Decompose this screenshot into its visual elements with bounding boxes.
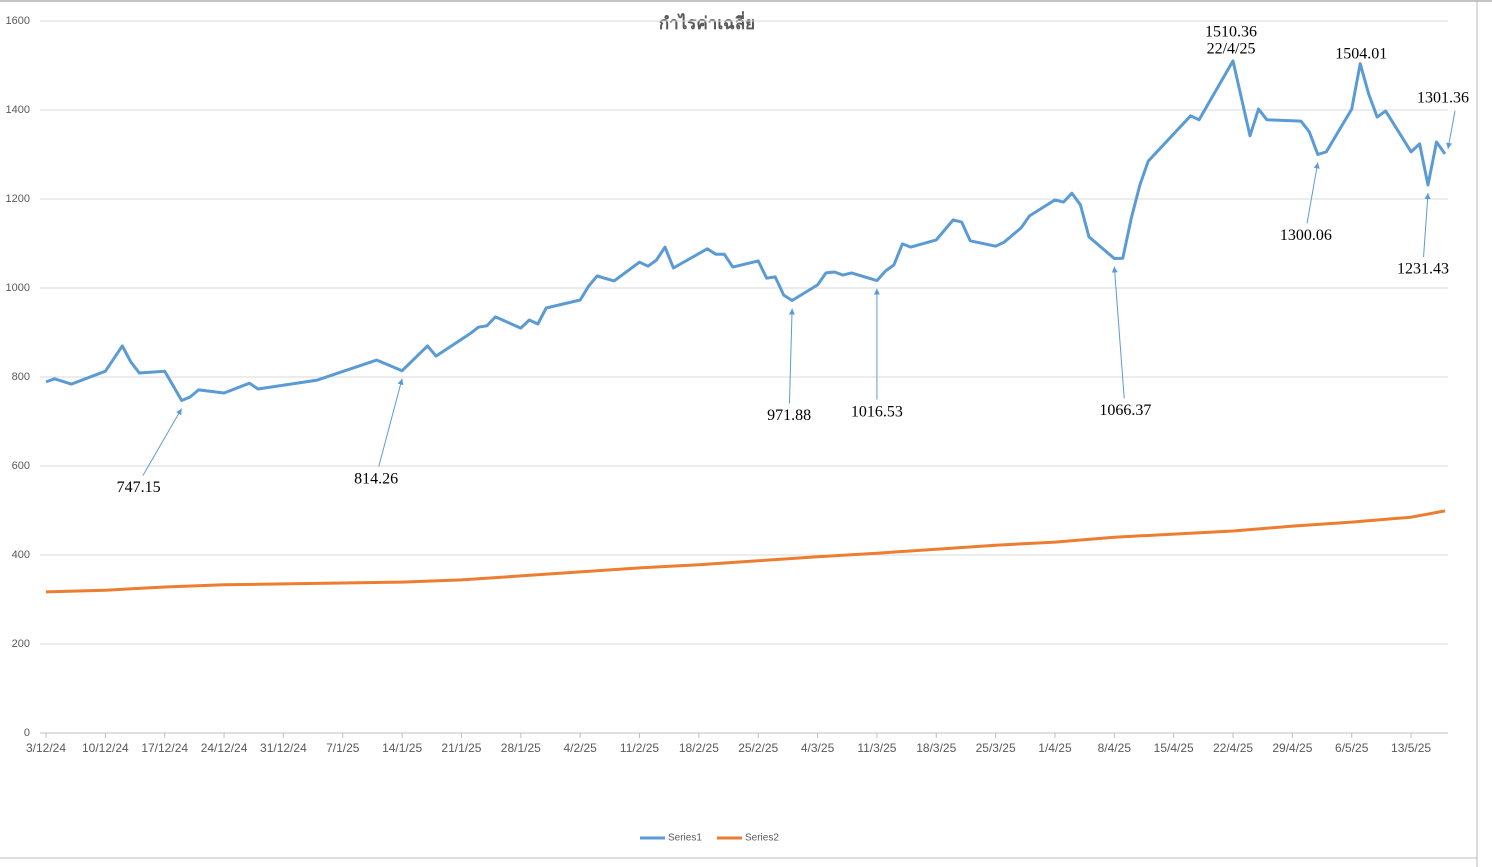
annotation-label: 1504.01	[1335, 45, 1387, 62]
annotation-label: 814.26	[354, 470, 398, 487]
annotation-label: 1301.36	[1417, 90, 1469, 107]
x-tick-label: 31/12/24	[260, 741, 307, 755]
x-tick-label: 24/12/24	[201, 741, 248, 755]
series-line	[45, 59, 1447, 402]
x-tick-label: 10/12/24	[82, 741, 129, 755]
x-tick-label: 7/1/25	[326, 741, 360, 755]
y-tick-label: 1600	[6, 15, 30, 27]
x-tick-label: 11/3/25	[857, 741, 896, 755]
x-tick-label: 25/3/25	[976, 741, 1016, 755]
x-tick-label: 18/2/25	[679, 741, 719, 755]
legend: Series1 Series2	[640, 833, 779, 844]
x-tick-label: 1/4/25	[1038, 741, 1072, 755]
y-tick-label: 800	[12, 371, 30, 383]
y-tick-label: 1000	[6, 282, 30, 294]
annotation-arrow	[1446, 110, 1456, 149]
annotation-label: 747.15	[117, 479, 161, 496]
annotation-label: 971.88	[767, 407, 811, 424]
annotation-arrow	[142, 408, 183, 476]
x-tick-label: 25/2/25	[738, 741, 778, 755]
x-tick-label: 22/4/25	[1213, 741, 1253, 755]
legend-label: Series2	[745, 833, 779, 844]
annotation-label: 1300.06	[1280, 227, 1332, 244]
y-tick-label: 600	[12, 460, 30, 472]
x-tick-label: 11/2/25	[620, 741, 659, 755]
annotation-arrow	[1306, 162, 1320, 224]
x-tick-label: 17/12/24	[141, 741, 188, 755]
y-tick-label: 200	[12, 638, 30, 650]
annotation-label: 1066.37	[1099, 402, 1151, 419]
x-tick-label: 4/2/25	[563, 741, 597, 755]
annotation-arrow	[378, 378, 404, 467]
y-tick-label: 400	[12, 549, 30, 561]
annotation-label: 1016.53	[851, 403, 903, 420]
x-tick-label: 21/1/25	[441, 741, 481, 755]
y-tick-label: 1400	[6, 104, 30, 116]
y-tick-label: 1200	[6, 193, 30, 205]
x-tick-label: 28/1/25	[501, 741, 541, 755]
x-tick-label: 3/12/24	[26, 741, 66, 755]
annotation-arrow	[1111, 266, 1125, 399]
legend-label: Series1	[668, 833, 702, 844]
x-tick-label: 13/5/25	[1391, 741, 1431, 755]
x-tick-label: 6/5/25	[1335, 741, 1369, 755]
chart-title: กำไรค่าเฉลี่ย	[659, 11, 755, 34]
x-tick-label: 15/4/25	[1154, 741, 1194, 755]
x-tick-label: 18/3/25	[916, 741, 956, 755]
x-tick-label: 14/1/25	[382, 741, 422, 755]
annotation-label: 1231.43	[1397, 261, 1449, 278]
annotation-arrow	[1423, 192, 1431, 258]
annotation-arrow	[788, 308, 795, 404]
series-line	[45, 509, 1446, 594]
annotation-label: 1510.36	[1205, 24, 1257, 41]
x-tick-label: 29/4/25	[1272, 741, 1312, 755]
y-tick-label: 0	[24, 727, 30, 739]
x-tick-label: 8/4/25	[1098, 741, 1132, 755]
annotation-date: 22/4/25	[1207, 41, 1256, 58]
x-tick-label: 4/3/25	[801, 741, 835, 755]
